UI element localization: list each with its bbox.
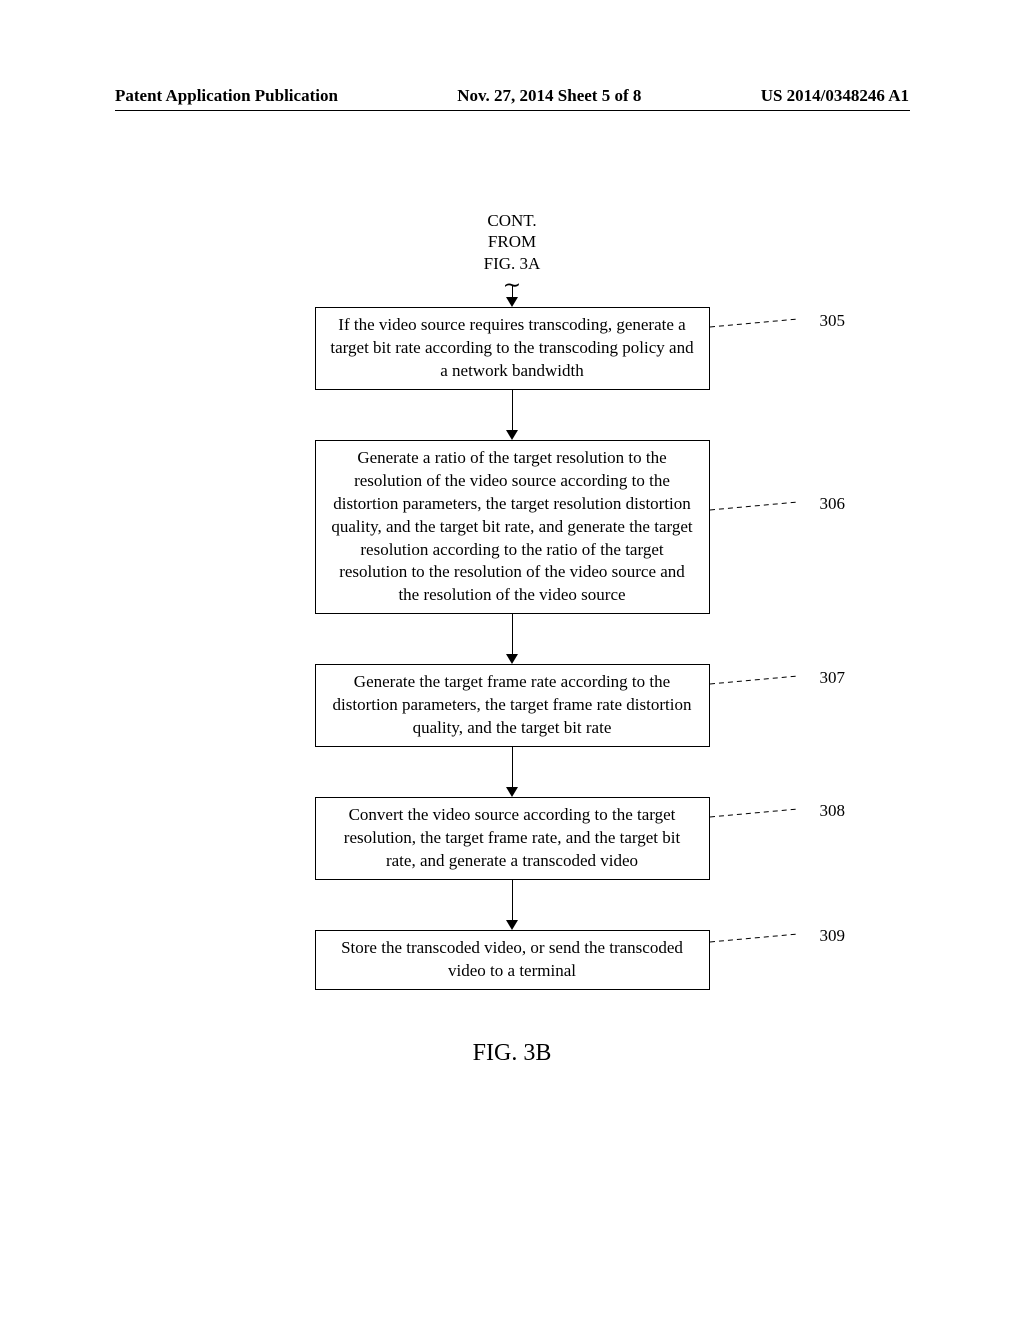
flow-connector <box>506 390 518 440</box>
leader-line <box>710 498 798 522</box>
arrow-down-icon <box>506 285 518 307</box>
cont-line-1: CONT. <box>0 210 1024 231</box>
step-reference-number: 308 <box>820 801 846 821</box>
flow-connector <box>506 880 518 930</box>
flow-step: Generate a ratio of the target resolutio… <box>315 440 710 615</box>
header-left: Patent Application Publication <box>115 86 338 106</box>
flow-step-box: Generate the target frame rate according… <box>315 664 710 747</box>
step-reference-number: 305 <box>820 311 846 331</box>
flow-step-box: Generate a ratio of the target resolutio… <box>315 440 710 615</box>
flow-step-box: Store the transcoded video, or send the … <box>315 930 710 990</box>
arrow-down-icon <box>506 880 518 930</box>
continuation-label: CONT. FROM FIG. 3A <box>0 210 1024 274</box>
figure-caption: FIG. 3B <box>0 1040 1024 1067</box>
arrow-down-icon <box>506 390 518 440</box>
step-reference-number: 307 <box>820 668 846 688</box>
leader-line <box>710 672 798 696</box>
flow-step: If the video source requires transcoding… <box>315 307 710 390</box>
arrow-down-icon <box>506 614 518 664</box>
leader-line <box>710 805 798 829</box>
flow-step-box: Convert the video source according to th… <box>315 797 710 880</box>
step-reference-number: 309 <box>820 926 846 946</box>
header-center: Nov. 27, 2014 Sheet 5 of 8 <box>457 86 641 106</box>
step-reference-number: 306 <box>820 494 846 514</box>
arrow-down-icon <box>506 747 518 797</box>
cont-line-2: FROM <box>0 231 1024 252</box>
flowchart-body: ∼If the video source requires transcodin… <box>0 278 1024 990</box>
flow-connector <box>506 614 518 664</box>
header-rule <box>115 110 910 111</box>
flow-step-box: If the video source requires transcoding… <box>315 307 710 390</box>
flow-connector <box>506 747 518 797</box>
cont-line-3: FIG. 3A <box>0 253 1024 274</box>
page-header: Patent Application Publication Nov. 27, … <box>0 86 1024 106</box>
leader-line <box>710 315 798 339</box>
leader-line <box>710 930 798 954</box>
flow-step: Store the transcoded video, or send the … <box>315 930 710 990</box>
flowchart-diagram: CONT. FROM FIG. 3A ∼If the video source … <box>0 210 1024 1067</box>
header-right: US 2014/0348246 A1 <box>761 86 909 106</box>
flow-step: Convert the video source according to th… <box>315 797 710 880</box>
flow-connector: ∼ <box>503 278 521 307</box>
flow-step: Generate the target frame rate according… <box>315 664 710 747</box>
